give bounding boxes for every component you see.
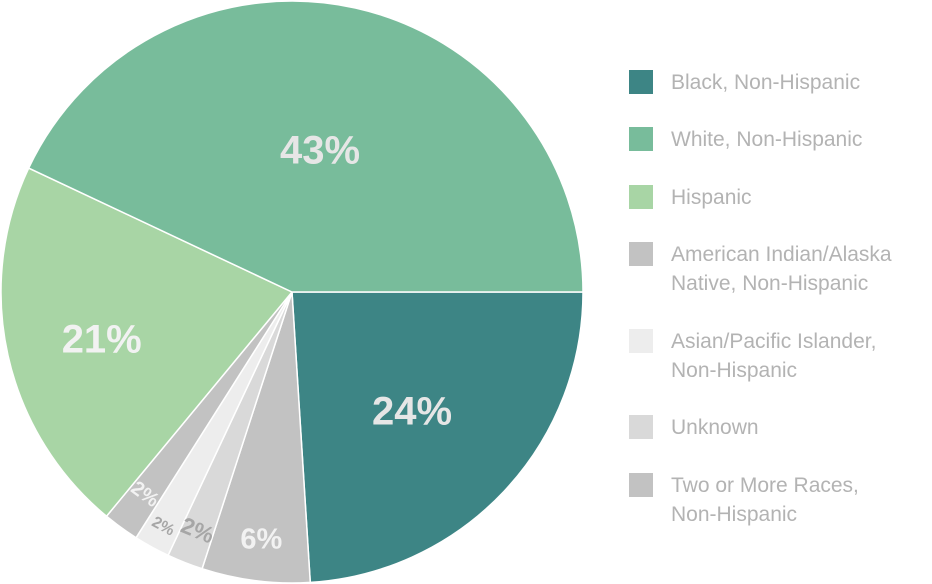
legend-label-1-line-0: White, Non-Hispanic xyxy=(671,128,862,151)
pie-slice-label-1: 6% xyxy=(240,524,282,556)
legend-swatch-3 xyxy=(629,242,653,266)
legend-label-3-line-0: American Indian/Alaska xyxy=(671,243,892,266)
legend-swatch-6 xyxy=(629,473,653,497)
legend-swatch-0 xyxy=(629,70,653,94)
legend-swatch-5 xyxy=(629,415,653,439)
legend-label-6-line-1: Non-Hispanic xyxy=(671,503,797,526)
legend-label-0-line-0: Black, Non-Hispanic xyxy=(671,71,860,94)
legend-label-3-line-1: Native, Non-Hispanic xyxy=(671,272,868,295)
legend-swatch-1 xyxy=(629,127,653,151)
pie-slice-0 xyxy=(291,291,584,584)
legend: Black, Non-Hispanic White, Non-Hispanic Hi… xyxy=(629,70,892,526)
legend-label-5-line-0: Unknown xyxy=(671,416,759,439)
legend-label-4-line-1: Non-Hispanic xyxy=(671,359,797,382)
pie-slice-label-5: 21% xyxy=(62,318,142,362)
legend-label-4-line-0: Asian/Pacific Islander, xyxy=(671,330,876,353)
legend-swatch-4 xyxy=(629,329,653,353)
legend-swatch-2 xyxy=(629,185,653,209)
pie-slices xyxy=(0,0,584,584)
pie-slice-label-0: 24% xyxy=(372,390,452,434)
legend-label-6-line-0: Two or More Races, xyxy=(671,474,859,497)
pie-slice-5 xyxy=(0,167,294,518)
legend-label-2-line-0: Hispanic xyxy=(671,186,752,209)
pie-slice-label-6: 43% xyxy=(280,128,360,172)
pie-slice-6 xyxy=(27,0,584,293)
